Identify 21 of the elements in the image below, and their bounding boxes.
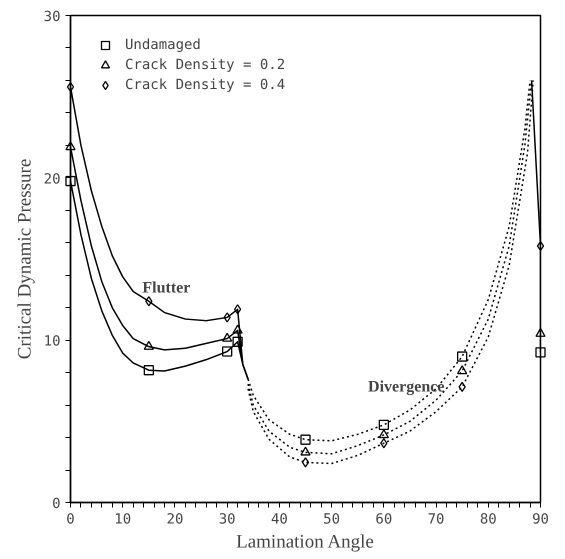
y-tick-label: 20 (44, 171, 60, 188)
annotation: Divergence (368, 378, 444, 396)
y-tick-label: 30 (44, 9, 60, 25)
x-tick-label: 90 (532, 512, 549, 528)
x-axis-title: Lamination Angle (236, 532, 374, 552)
legend-label: Crack Density = 0.2 (125, 57, 286, 73)
x-tick-label: 20 (166, 512, 184, 528)
x-tick-label: 40 (270, 512, 288, 528)
x-tick-label: 80 (480, 512, 497, 528)
y-tick-label: 10 (44, 334, 60, 350)
x-tick-label: 10 (114, 512, 132, 528)
legend-label: Crack Density = 0.4 (125, 77, 286, 93)
annotation: Flutter (142, 280, 190, 297)
x-tick-label: 60 (375, 512, 392, 528)
x-tick-label: 50 (323, 512, 340, 528)
y-axis-title: Critical Dynamic Pressure (14, 158, 36, 360)
x-tick-label: 70 (428, 512, 444, 528)
y-tick-label: 0 (52, 496, 61, 512)
x-tick-label: 0 (66, 512, 75, 528)
x-tick-label: 30 (218, 512, 236, 528)
legend-label: Undamaged (125, 37, 201, 53)
